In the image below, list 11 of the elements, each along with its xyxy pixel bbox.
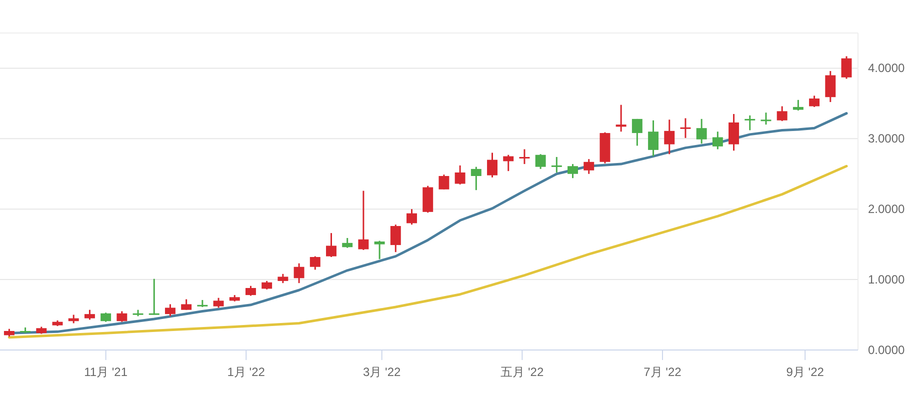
x-tick-label: 11月 '21 [84,365,128,379]
x-tick-label: 3月 '22 [363,365,401,379]
y-tick-label: 2.0000 [868,202,906,216]
x-tick-label: 7月 '22 [644,365,682,379]
x-tick-label: 1月 '22 [227,365,266,379]
y-tick-label: 1.0000 [868,272,906,287]
x-tick-label: 五月 '22 [500,365,544,379]
y-tick-label: 3.0000 [868,132,906,146]
y-tick-label: 0.0000 [868,343,906,357]
x-tick-label: 9月 '22 [786,365,824,379]
y-tick-label: 4.0000 [868,61,906,76]
